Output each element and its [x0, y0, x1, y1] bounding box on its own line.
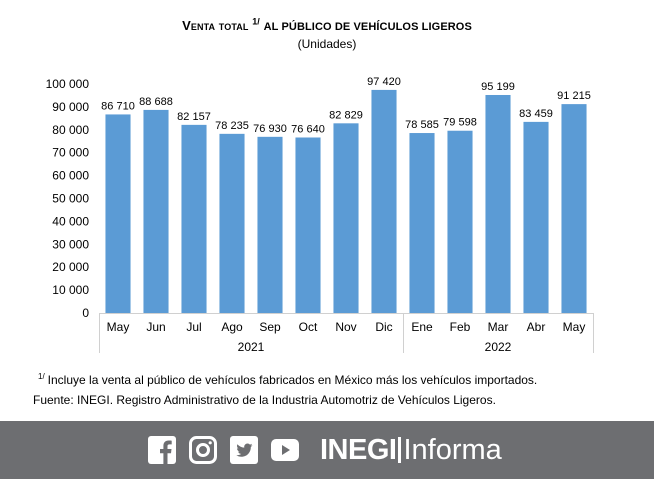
inegi-informa-logo: INEGI Informa	[320, 432, 502, 468]
source-note: Fuente: INEGI. Registro Administrativo d…	[33, 393, 496, 407]
y-tick-label: 0	[82, 306, 89, 320]
bar	[447, 130, 473, 313]
y-tick-label: 20 000	[52, 260, 89, 274]
bar	[561, 104, 587, 314]
bar	[371, 89, 397, 313]
x-tick-label: Nov	[335, 320, 356, 334]
bar	[409, 133, 435, 313]
y-tick-label: 90 000	[52, 100, 89, 114]
data-label: 76 930	[253, 123, 287, 135]
title-rest: al público de vehículos ligeros	[263, 21, 472, 33]
chart-title: Venta total 1/ al público de vehículos l…	[0, 16, 654, 33]
x-tick-label: Abr	[527, 320, 546, 334]
data-label: 76 640	[291, 123, 325, 135]
twitter-icon[interactable]	[230, 436, 258, 464]
value-labels: 86 710 88 688 82 157 78 235 76 930 76 640 82 8…	[101, 76, 591, 136]
bar	[219, 133, 245, 313]
title-superscript: 1/	[252, 16, 260, 27]
chart-subtitle: (Unidades)	[297, 37, 357, 51]
x-axis: May Jun Jul Ago Sep Oct Nov Dic Ene Feb Mar Abr May 2…	[99, 313, 594, 354]
data-label: 97 420	[367, 76, 401, 88]
y-tick-label: 50 000	[52, 192, 89, 206]
footer-bar: INEGI Informa	[0, 421, 654, 479]
x-tick-label: Ene	[411, 320, 433, 334]
x-tick-label: May	[563, 320, 586, 334]
title-main: Venta total	[182, 18, 249, 33]
bar	[143, 109, 169, 313]
brand-strong: INEGI	[320, 434, 397, 466]
data-label: 88 688	[139, 96, 173, 108]
youtube-icon[interactable]	[271, 436, 299, 464]
x-tick-label: Dic	[375, 320, 392, 334]
bar-series	[105, 89, 587, 314]
data-label: 79 598	[443, 117, 477, 129]
footnote-superscript: 1/	[38, 372, 45, 381]
data-label: 78 235	[215, 120, 249, 132]
data-label: 78 585	[405, 119, 439, 131]
bar	[485, 94, 511, 313]
y-tick-label: 70 000	[52, 146, 89, 160]
y-axis: 0 10 000 20 000 30 000 40 000 50 000 60 000 70 …	[46, 77, 90, 320]
footnote-text: Incluye la venta al público de vehículos…	[47, 373, 538, 387]
bar	[105, 114, 131, 313]
data-label: 95 199	[481, 81, 515, 93]
data-label: 82 829	[329, 109, 363, 121]
y-tick-label: 100 000	[46, 77, 90, 91]
x-tick-label: Oct	[299, 320, 318, 334]
data-label: 82 157	[177, 111, 211, 123]
x-tick-label: Jul	[186, 320, 201, 334]
bar	[181, 124, 207, 313]
brand-light: Informa	[403, 434, 502, 466]
data-label: 86 710	[101, 100, 135, 112]
bar	[333, 123, 359, 313]
brand-divider	[398, 437, 402, 463]
facebook-icon[interactable]	[148, 436, 176, 464]
x-tick-label: Ago	[221, 320, 243, 334]
y-tick-label: 30 000	[52, 237, 89, 251]
x-tick-label: Mar	[488, 320, 509, 334]
x-tick-label: Jun	[146, 320, 165, 334]
x-tick-label: Feb	[450, 320, 471, 334]
footnote: 1/Incluye la venta al público de vehícul…	[38, 372, 538, 388]
y-tick-label: 10 000	[52, 283, 89, 297]
y-tick-label: 40 000	[52, 214, 89, 228]
year-group-label: 2022	[485, 340, 512, 354]
x-tick-label: May	[107, 320, 130, 334]
bar	[523, 121, 549, 313]
y-tick-label: 60 000	[52, 169, 89, 183]
bar-chart: 0 10 000 20 000 30 000 40 000 50 000 60 000 70 …	[46, 76, 594, 354]
data-label: 91 215	[557, 90, 591, 102]
year-group-label: 2021	[238, 340, 265, 354]
bar	[257, 136, 283, 313]
bar	[295, 137, 321, 313]
instagram-icon[interactable]	[189, 436, 217, 464]
y-tick-label: 80 000	[52, 123, 89, 137]
data-label: 83 459	[519, 108, 553, 120]
x-tick-label: Sep	[259, 320, 281, 334]
